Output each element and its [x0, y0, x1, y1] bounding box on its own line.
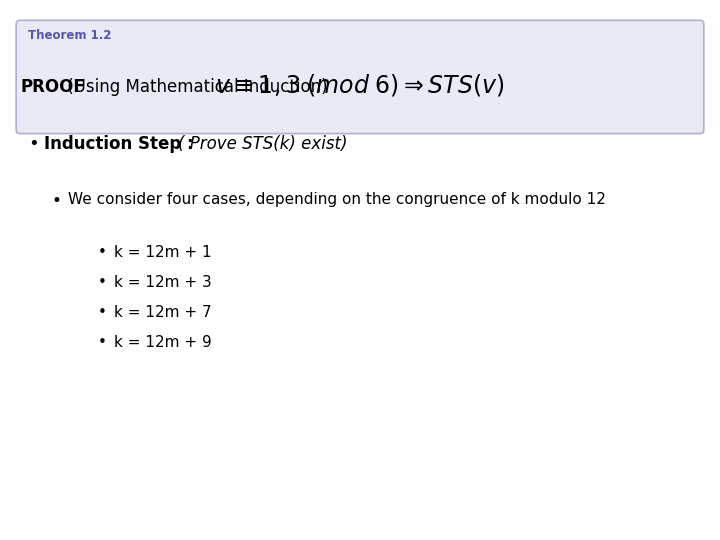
Text: We consider four cases, depending on the congruence of k modulo 12: We consider four cases, depending on the…	[68, 192, 606, 207]
Text: PROOF: PROOF	[20, 78, 85, 96]
Text: k = 12m + 7: k = 12m + 7	[114, 305, 212, 320]
Text: ( Prove STS(k) exist): ( Prove STS(k) exist)	[178, 135, 348, 153]
Text: •: •	[98, 305, 107, 320]
Text: •: •	[98, 335, 107, 350]
FancyBboxPatch shape	[16, 21, 704, 133]
Text: k = 12m + 1: k = 12m + 1	[114, 245, 212, 260]
Text: k = 12m + 9: k = 12m + 9	[114, 335, 212, 350]
Text: $v \equiv 1, 3 \;(\mathit{mod}\;6) \Rightarrow \mathit{STS}(v)$: $v \equiv 1, 3 \;(\mathit{mod}\;6) \Righ…	[215, 72, 505, 98]
Text: •: •	[28, 135, 39, 153]
Text: •: •	[98, 275, 107, 290]
Text: Theorem 1.2: Theorem 1.2	[28, 29, 112, 42]
Text: •: •	[98, 245, 107, 260]
Text: (Using Mathematical Induction): (Using Mathematical Induction)	[62, 78, 328, 96]
Text: k = 12m + 3: k = 12m + 3	[114, 275, 212, 290]
Text: •: •	[52, 192, 62, 210]
Text: Induction Step :: Induction Step :	[44, 135, 199, 153]
